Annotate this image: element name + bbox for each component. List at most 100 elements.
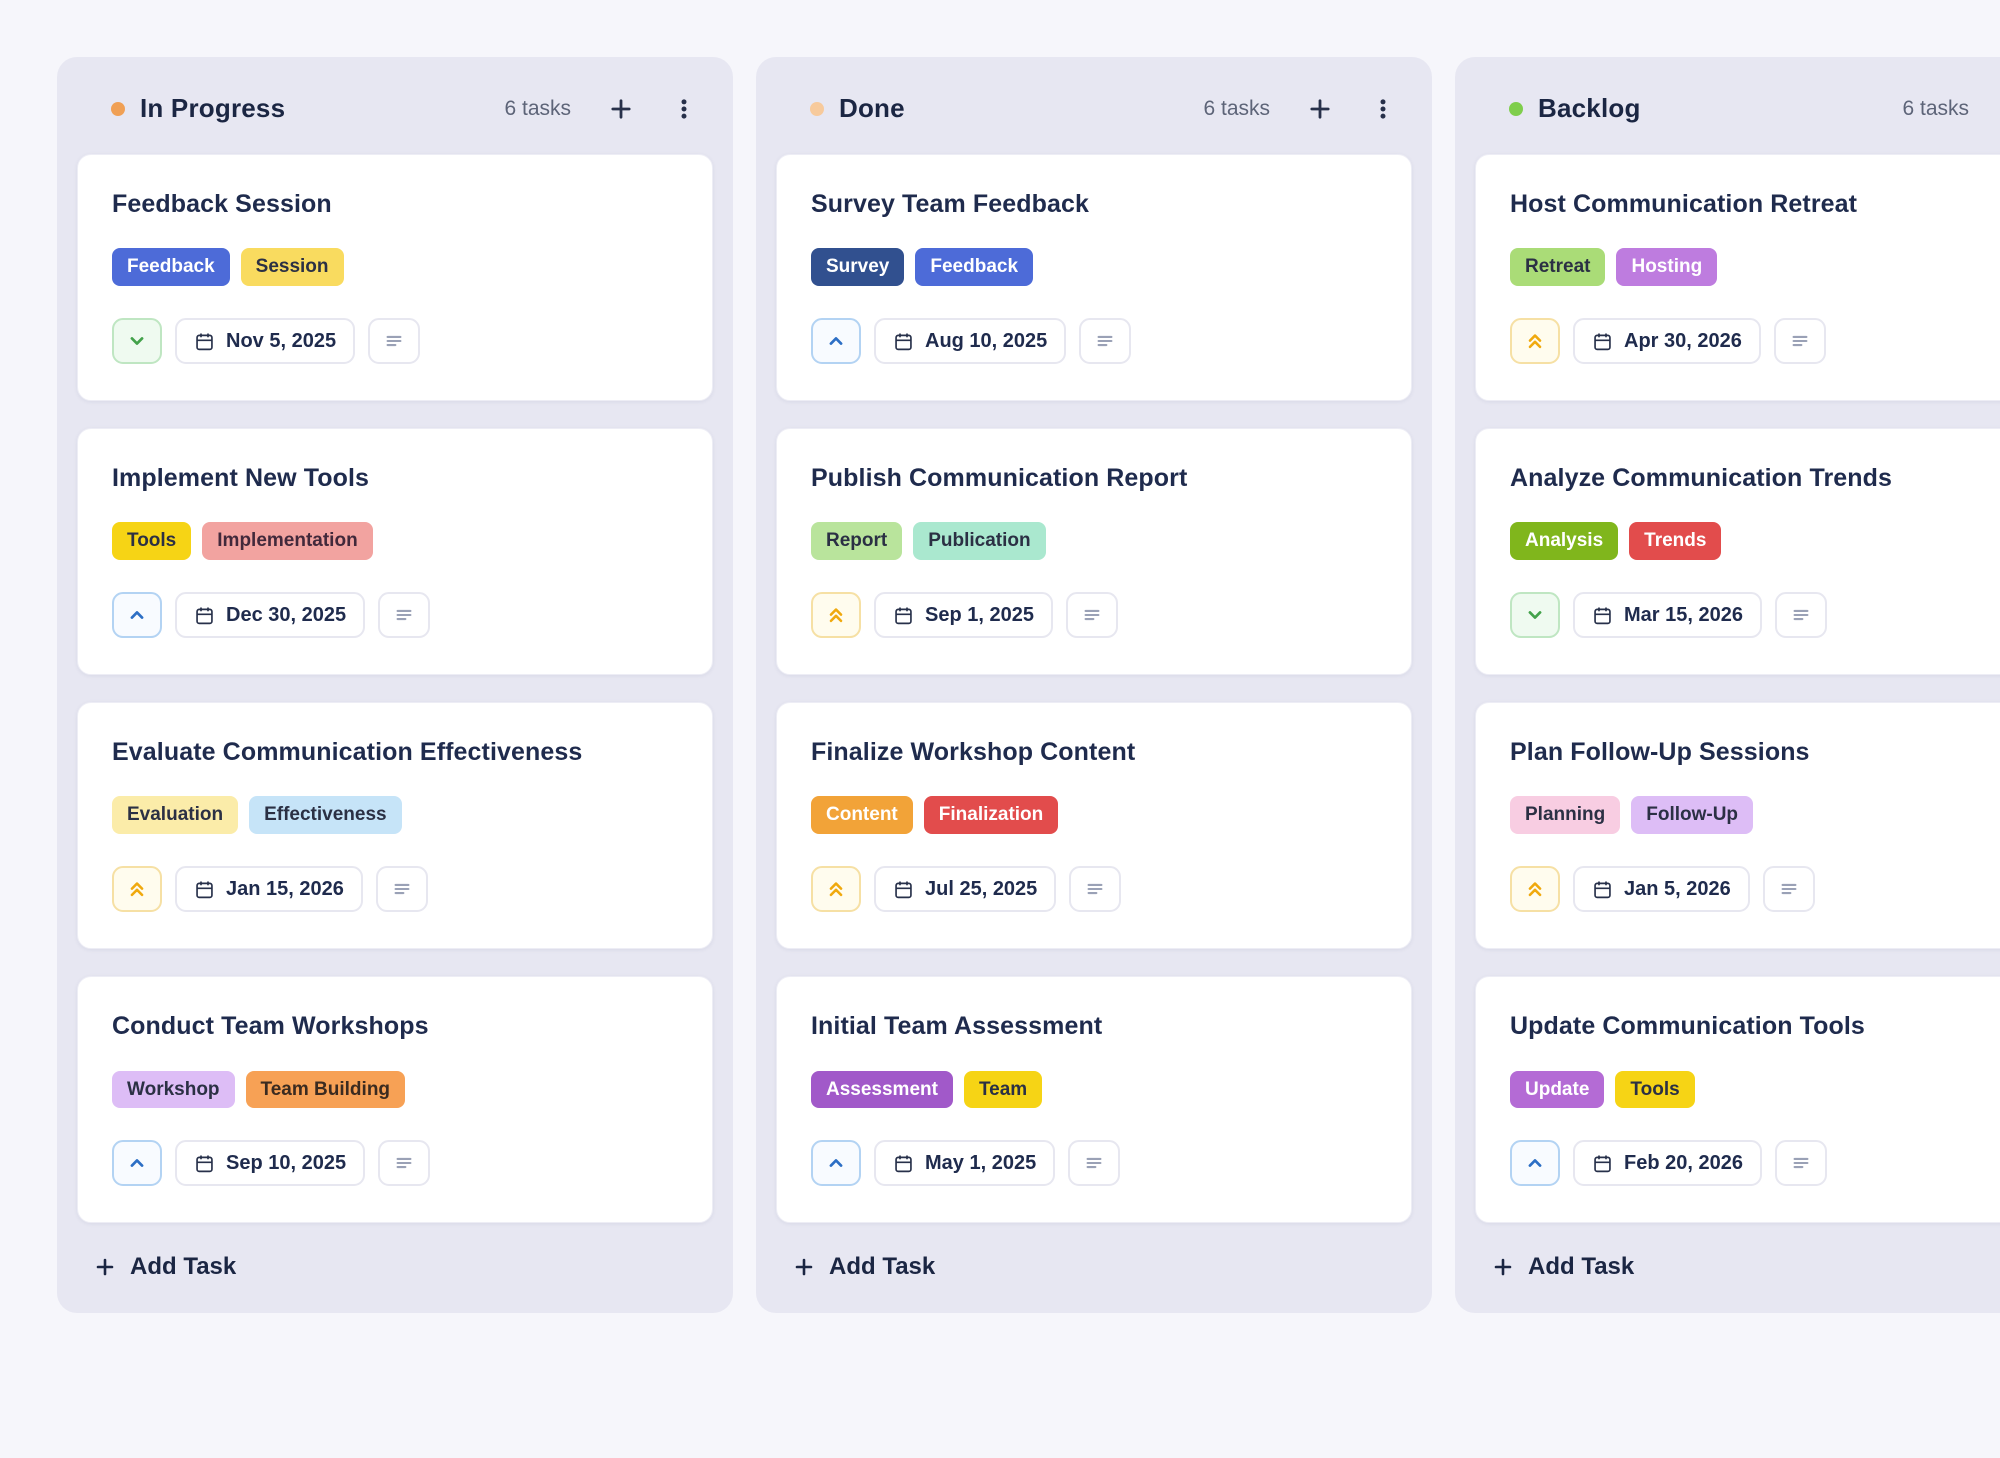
description-chip[interactable] [1065, 592, 1118, 639]
column-menu-button[interactable] [1370, 96, 1396, 122]
card-meta: May 1, 2025 [811, 1140, 1377, 1187]
plus-icon [795, 1259, 813, 1276]
description-lines-icon [1097, 336, 1113, 347]
description-chip[interactable] [1068, 1140, 1121, 1187]
double-chevron-up-icon [130, 882, 144, 897]
description-chip[interactable] [378, 592, 431, 639]
add-task-button[interactable]: Add Task [1491, 1253, 1634, 1281]
column-menu-button[interactable] [671, 96, 697, 122]
task-card[interactable]: Feedback Session Feedback Session Nov 5,… [77, 154, 713, 402]
priority-button[interactable] [112, 592, 162, 639]
add-card-button[interactable] [607, 95, 635, 123]
calendar-icon [1594, 607, 1611, 624]
priority-button[interactable] [811, 318, 861, 365]
priority-button[interactable] [112, 866, 162, 913]
due-date-chip[interactable]: Dec 30, 2025 [175, 592, 366, 639]
description-chip[interactable] [368, 318, 421, 365]
due-date-chip[interactable]: Jan 15, 2026 [175, 866, 363, 913]
card-title: Publish Communication Report [811, 464, 1188, 493]
chevron-down-icon [130, 337, 144, 346]
description-lines-icon [1086, 1158, 1102, 1169]
priority-button[interactable] [811, 1140, 861, 1187]
tag: Report [811, 522, 903, 561]
tag-list: Planning Follow-Up [1510, 796, 2000, 835]
card-title: Analyze Communication Trends [1510, 464, 1893, 493]
due-date-chip[interactable]: Feb 20, 2026 [1573, 1140, 1762, 1187]
task-card[interactable]: Analyze Communication Trends Analysis Tr… [1475, 428, 2000, 676]
tag: Feedback [915, 248, 1034, 287]
column-actions: 6 tasks [504, 95, 697, 123]
tag-list: Analysis Trends [1510, 522, 2000, 561]
priority-button[interactable] [112, 318, 162, 365]
task-card[interactable]: Evaluate Communication Effectiveness Eva… [77, 702, 713, 950]
task-card[interactable]: Publish Communication Report Report Publ… [776, 428, 1412, 676]
priority-button[interactable] [1510, 318, 1560, 365]
tag: Team [963, 1070, 1043, 1109]
add-card-button[interactable] [1306, 95, 1334, 123]
description-chip[interactable] [1079, 318, 1132, 365]
task-card[interactable]: Survey Team Feedback Survey Feedback Aug… [776, 154, 1412, 402]
due-date-chip[interactable]: Aug 10, 2025 [874, 318, 1067, 365]
due-date-chip[interactable]: Jul 25, 2025 [874, 866, 1057, 913]
tag: Team Building [245, 1070, 406, 1109]
chevron-up-icon [130, 611, 144, 620]
priority-button[interactable] [1510, 1140, 1560, 1187]
plus-icon [1494, 1259, 1512, 1276]
add-task-label: Add Task [130, 1253, 237, 1281]
due-date-chip[interactable]: May 1, 2025 [874, 1140, 1056, 1187]
task-card[interactable]: Initial Team Assessment Assessment Team … [776, 976, 1412, 1224]
tag: Session [240, 248, 344, 287]
priority-button[interactable] [1510, 592, 1560, 639]
double-chevron-up-icon [1528, 882, 1542, 897]
due-date: Jan 15, 2026 [226, 877, 344, 900]
due-date: Jul 25, 2025 [925, 877, 1038, 900]
calendar-icon [196, 333, 213, 350]
due-date-chip[interactable]: Apr 30, 2026 [1573, 318, 1761, 365]
priority-button[interactable] [811, 866, 861, 913]
card-list: Feedback Session Feedback Session Nov 5,… [57, 154, 733, 1224]
description-lines-icon [386, 336, 402, 347]
tag: Content [811, 796, 913, 835]
task-card[interactable]: Finalize Workshop Content Content Finali… [776, 702, 1412, 950]
due-date-chip[interactable]: Jan 5, 2026 [1573, 866, 1750, 913]
calendar-icon [196, 881, 213, 898]
due-date-chip[interactable]: Sep 1, 2025 [874, 592, 1053, 639]
kanban-board: In Progress 6 tasks Feedback Session Fee… [57, 57, 2000, 1314]
due-date: Nov 5, 2025 [226, 329, 337, 352]
card-title: Plan Follow-Up Sessions [1510, 738, 1810, 767]
plus-icon [1310, 98, 1330, 119]
task-card[interactable]: Update Communication Tools Update Tools … [1475, 976, 2000, 1224]
description-chip[interactable] [1774, 1140, 1827, 1187]
description-chip[interactable] [1774, 592, 1827, 639]
add-task-button[interactable]: Add Task [93, 1253, 236, 1281]
task-card[interactable]: Plan Follow-Up Sessions Planning Follow-… [1475, 702, 2000, 950]
status-dot [1509, 101, 1523, 116]
description-chip[interactable] [378, 1140, 431, 1187]
description-chip[interactable] [1069, 866, 1122, 913]
due-date-chip[interactable]: Mar 15, 2026 [1573, 592, 1762, 639]
card-meta: Nov 5, 2025 [112, 318, 678, 365]
description-chip[interactable] [1762, 866, 1815, 913]
card-title: Initial Team Assessment [811, 1012, 1103, 1041]
priority-button[interactable] [1510, 866, 1560, 913]
description-chip[interactable] [375, 866, 428, 913]
due-date-chip[interactable]: Nov 5, 2025 [175, 318, 356, 365]
tag: Effectiveness [249, 796, 402, 835]
tag: Workshop [112, 1070, 235, 1109]
tag-list: Content Finalization [811, 796, 1377, 835]
task-count: 6 tasks [1902, 96, 1969, 120]
column-title: Backlog [1538, 93, 1641, 123]
task-card[interactable]: Host Communication Retreat Retreat Hosti… [1475, 154, 2000, 402]
description-chip[interactable] [1773, 318, 1826, 365]
tag: Analysis [1510, 522, 1619, 561]
task-card[interactable]: Conduct Team Workshops Workshop Team Bui… [77, 976, 713, 1224]
task-card[interactable]: Implement New Tools Tools Implementation… [77, 428, 713, 676]
add-task-button[interactable]: Add Task [792, 1253, 935, 1281]
priority-button[interactable] [112, 1140, 162, 1187]
tag-list: Report Publication [811, 522, 1377, 561]
tag: Publication [913, 522, 1046, 561]
due-date-chip[interactable]: Sep 10, 2025 [175, 1140, 366, 1187]
priority-button[interactable] [811, 592, 861, 639]
tag: Retreat [1510, 248, 1606, 287]
column-done: Done 6 tasks Survey Team Feedback Survey… [756, 57, 1432, 1314]
